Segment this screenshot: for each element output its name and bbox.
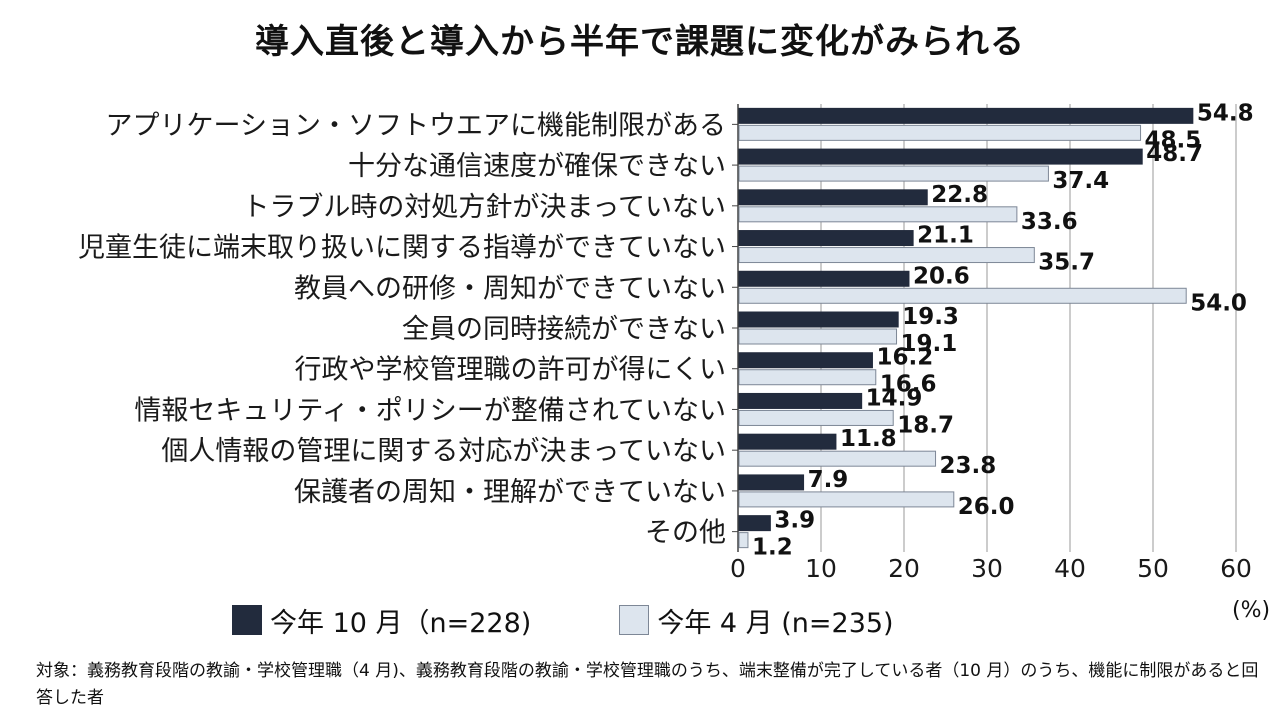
bar-april <box>738 532 749 549</box>
category-label: アプリケーション・ソフトウエアに機能制限がある <box>106 110 726 141</box>
value-label-october: 22.8 <box>931 182 988 208</box>
bar-april <box>738 247 1035 264</box>
bar-chart: 0 10 20 30 40 50 60 アプリケーション・ソフトウエアに機能制限がある 54.8… <box>78 100 1254 583</box>
category-label: 教員への研修・周知ができていない <box>294 273 726 304</box>
x-tick-label: 40 <box>1054 554 1086 583</box>
legend-label-april: 今年 4 月 (n=235) <box>657 607 894 639</box>
category-label: 保護者の周知・理解ができていない <box>294 477 726 508</box>
value-label-october: 21.1 <box>917 223 974 249</box>
value-label-october: 3.9 <box>774 508 815 534</box>
category-label: 個人情報の管理に関する対応が決まっていない <box>161 436 726 467</box>
value-label-october: 16.2 <box>876 345 933 371</box>
value-label-april: 35.7 <box>1038 250 1095 276</box>
value-label-april: 33.6 <box>1021 209 1078 235</box>
x-tick-label: 30 <box>971 554 1003 583</box>
bar-october <box>738 230 914 247</box>
value-label-april: 26.0 <box>958 494 1015 520</box>
value-label-april: 16.6 <box>880 372 937 398</box>
value-label-october: 20.6 <box>913 263 970 289</box>
bar-april <box>738 287 1187 304</box>
category-label: その他 <box>645 518 726 549</box>
category-label: 全員の同時接続ができない <box>402 314 726 345</box>
value-label-april: 54.0 <box>1190 290 1247 316</box>
unit-label: (%) <box>1232 598 1271 623</box>
value-label-april: 19.1 <box>901 331 958 357</box>
category-label: 十分な通信速度が確保できない <box>348 151 726 182</box>
bar-october <box>738 392 863 409</box>
bar-october <box>738 433 837 450</box>
bar-october <box>738 515 771 532</box>
x-tick-label: 20 <box>888 554 920 583</box>
bar-april <box>738 369 877 386</box>
bar-april <box>738 328 898 345</box>
value-label-october: 7.9 <box>808 467 849 493</box>
bar-april <box>738 206 1018 223</box>
value-label-april: 18.7 <box>897 412 954 438</box>
bar-october <box>738 189 928 206</box>
value-label-april: 1.2 <box>752 535 793 561</box>
bar-april <box>738 491 955 508</box>
category-label: 情報セキュリティ・ポリシーが整備されていない <box>134 395 726 426</box>
category-label: 行政や学校管理職の許可が得にくい <box>295 355 726 386</box>
bar-april <box>738 124 1142 141</box>
bar-october <box>738 311 899 328</box>
value-label-october: 14.9 <box>866 385 923 411</box>
bar-october <box>738 352 873 369</box>
chart-title: 導入直後と導入から半年で課題に変化がみられる <box>255 22 1025 62</box>
value-label-october: 54.8 <box>1197 100 1254 126</box>
value-label-october: 11.8 <box>840 426 897 452</box>
category-label: トラブル時の対処方針が決まっていない <box>242 192 726 223</box>
value-label-april: 48.5 <box>1145 127 1202 153</box>
x-tick-label: 50 <box>1137 554 1169 583</box>
legend-item-october: 今年 10 月（n=228) <box>232 601 531 640</box>
category-label: 児童生徒に端末取り扱いに関する指導ができていない <box>78 233 726 264</box>
legend-label-october: 今年 10 月（n=228) <box>270 607 532 639</box>
legend: 今年 10 月（n=228) 今年 4 月 (n=235) <box>232 600 982 640</box>
footnote: 対象：義務教育段階の教諭・学校管理職（4 月)、義務教育段階の教諭・学校管理職の… <box>36 661 1259 708</box>
bar-october <box>738 107 1194 124</box>
value-label-april: 37.4 <box>1052 168 1109 194</box>
x-tick-label: 10 <box>805 554 837 583</box>
value-label-april: 23.8 <box>940 453 997 479</box>
bar-october <box>738 474 805 491</box>
legend-swatch-april <box>619 605 650 635</box>
legend-swatch-october <box>232 605 262 635</box>
bar-april <box>738 450 937 467</box>
bar-october <box>738 148 1143 165</box>
bar-april <box>738 165 1049 182</box>
bar-october <box>738 270 910 287</box>
x-tick-label: 60 <box>1220 554 1252 583</box>
bar-april <box>738 409 894 426</box>
x-tick-label: 0 <box>730 554 746 583</box>
value-label-october: 48.7 <box>1146 141 1203 167</box>
value-label-october: 19.3 <box>902 304 959 330</box>
legend-item-april: 今年 4 月 (n=235) <box>619 601 894 640</box>
